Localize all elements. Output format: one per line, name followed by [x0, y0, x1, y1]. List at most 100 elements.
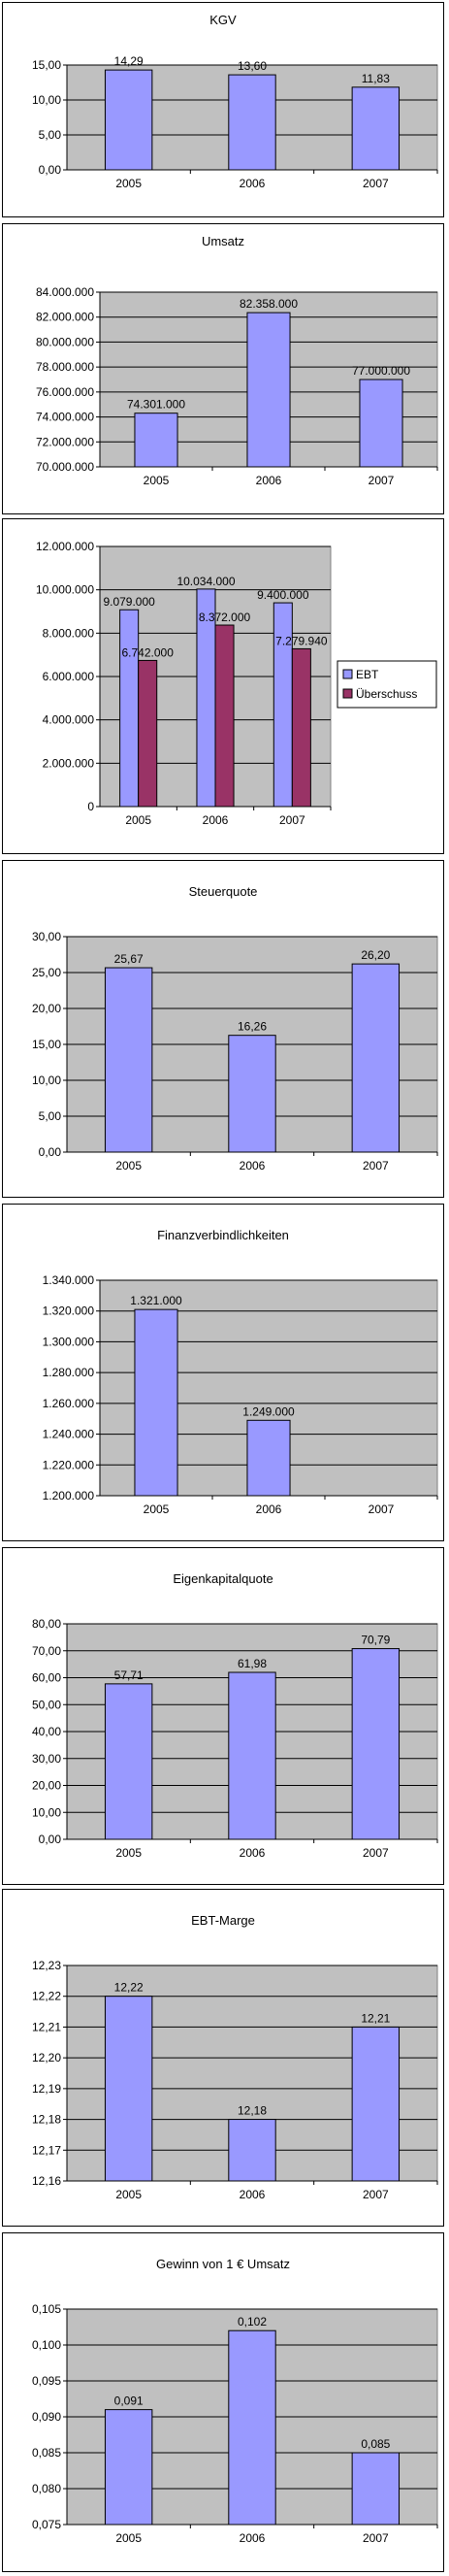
- bar: [104, 69, 153, 171]
- x-tick-label: 2006: [240, 2188, 266, 2201]
- chart-title: EBT-Marge: [191, 1913, 255, 1928]
- x-tick-label: 2005: [115, 2531, 142, 2545]
- y-tick-label: 12,17: [32, 2143, 61, 2157]
- chart-panel-ebt-marge: 12,16 12,17 12,18 12,19 12,20 12,21 12,22 12,23…: [2, 1889, 444, 2227]
- chart-title: Finanzverbindlichkeiten: [157, 1228, 289, 1242]
- y-tick-label: 0,105: [32, 2302, 61, 2316]
- chart-svg: 0,00 5,00 10,00 15,00 20,00 25,00 30,00 Steuerq…: [32, 884, 438, 1172]
- y-tick-label: 12,23: [32, 1959, 61, 1972]
- x-tick-label: 2006: [240, 1846, 266, 1860]
- y-tick-label: 12,22: [32, 1990, 61, 2003]
- y-tick-label: 6.000.000: [43, 670, 95, 683]
- y-tick-label: 0,095: [32, 2374, 61, 2388]
- y-tick-label: 10.000.000: [36, 583, 94, 597]
- data-label: 74.301.000: [127, 398, 185, 412]
- y-tick-label: 1.200.000: [43, 1489, 95, 1503]
- x-tick-label: 2006: [256, 1503, 282, 1516]
- x-tick-label: 2005: [115, 1159, 142, 1172]
- y-tick-label: 10,00: [32, 1805, 61, 1819]
- data-label: 26,20: [361, 948, 390, 962]
- y-tick-label: 0,00: [39, 1145, 62, 1159]
- y-tick-label: 20,00: [32, 1002, 61, 1015]
- y-tick-label: 0,00: [39, 163, 62, 177]
- legend: [337, 660, 437, 709]
- bar: [359, 379, 403, 468]
- data-label: 1.321.000: [130, 1294, 182, 1307]
- y-tick-label: 10,00: [32, 1073, 61, 1087]
- y-tick-label: 12,18: [32, 2113, 61, 2127]
- y-tick-label: 1.220.000: [43, 1458, 95, 1471]
- data-label: 0,091: [114, 2394, 144, 2408]
- x-tick-label: 2006: [256, 474, 282, 487]
- chart-panel-ebt-ueberschuss: 0 2.000.000 4.000.000 6.000.000 8.000.000 10.…: [2, 518, 444, 854]
- x-tick-label: 2007: [363, 2531, 389, 2545]
- chart-svg: 0,075 0,080 0,085 0,090 0,095 0,100 0,105 Gewin…: [32, 2257, 438, 2545]
- bar: [246, 1419, 291, 1497]
- data-label: 7.279.940: [275, 634, 328, 647]
- data-label: 12,21: [361, 2011, 390, 2025]
- x-tick-label: 2005: [115, 2188, 142, 2201]
- chart-title: Steuerquote: [189, 884, 258, 899]
- legend-swatch: [342, 688, 353, 699]
- data-label: 12,18: [238, 2104, 267, 2118]
- y-tick-label: 30,00: [32, 1752, 61, 1766]
- x-tick-label: 2006: [240, 1159, 266, 1172]
- x-tick-label: 2007: [363, 2188, 389, 2201]
- y-tick-label: 12,19: [32, 2082, 61, 2096]
- bar-ebt: [119, 609, 140, 808]
- chart-svg: 12,16 12,17 12,18 12,19 12,20 12,21 12,22 12,23…: [32, 1913, 438, 2201]
- x-tick-label: 2005: [144, 474, 170, 487]
- bar: [228, 74, 276, 171]
- data-label: 12,22: [114, 1981, 144, 1995]
- bar: [104, 1683, 153, 1840]
- bar-berschuss: [291, 647, 311, 808]
- y-tick-label: 1.280.000: [43, 1366, 95, 1379]
- y-tick-label: 30,00: [32, 930, 61, 943]
- chart-title: Eigenkapitalquote: [173, 1571, 273, 1586]
- data-label: 1.249.000: [242, 1404, 295, 1418]
- bar: [134, 413, 178, 468]
- y-tick-label: 15,00: [32, 58, 61, 72]
- y-tick-label: 0,075: [32, 2518, 61, 2531]
- data-label: 82.358.000: [240, 297, 298, 311]
- x-tick-label: 2007: [369, 1503, 395, 1516]
- y-tick-label: 10,00: [32, 93, 61, 107]
- y-tick-label: 78.000.000: [36, 360, 94, 374]
- bar-berschuss: [138, 659, 158, 808]
- bar: [104, 967, 153, 1153]
- y-tick-label: 25,00: [32, 966, 61, 979]
- y-tick-label: 0: [87, 800, 94, 813]
- chart-title: KGV: [209, 13, 237, 27]
- bar: [228, 2329, 276, 2526]
- data-label: 9.079.000: [103, 595, 155, 609]
- data-label: 11,83: [362, 72, 390, 85]
- y-tick-label: 80.000.000: [36, 335, 94, 348]
- y-tick-label: 1.240.000: [43, 1428, 95, 1441]
- y-tick-label: 76.000.000: [36, 385, 94, 399]
- y-tick-label: 8.000.000: [43, 626, 95, 640]
- y-tick-label: 60,00: [32, 1671, 61, 1685]
- y-tick-label: 12.000.000: [36, 540, 94, 553]
- y-tick-label: 80,00: [32, 1617, 61, 1631]
- y-tick-label: 1.300.000: [43, 1335, 95, 1348]
- chart-panel-umsatz: 70.000.000 72.000.000 74.000.000 76.000.000…: [2, 223, 444, 514]
- chart-svg: 1.200.000 1.220.000 1.240.000 1.260.000 1.28…: [43, 1228, 438, 1516]
- x-tick-label: 2005: [125, 813, 151, 827]
- y-tick-label: 12,21: [32, 2020, 61, 2033]
- data-label: 77.000.000: [352, 364, 410, 378]
- x-tick-label: 2005: [144, 1503, 170, 1516]
- chart-svg: 70.000.000 72.000.000 74.000.000 76.000.000…: [36, 234, 438, 487]
- data-label: 70,79: [361, 1634, 390, 1647]
- x-tick-label: 2007: [363, 1159, 389, 1172]
- chart-panel-kgv: 0,00 5,00 10,00 15,00 KGV 2005 2006 2007 14,29 13…: [2, 2, 444, 217]
- y-tick-label: 72.000.000: [36, 435, 94, 448]
- x-tick-label: 2007: [279, 813, 305, 827]
- data-label: 61,98: [238, 1657, 267, 1670]
- bar: [104, 1996, 153, 2182]
- bar-berschuss: [214, 624, 235, 808]
- y-tick-label: 82.000.000: [36, 311, 94, 324]
- y-tick-label: 4.000.000: [43, 713, 95, 727]
- data-label: 0,085: [361, 2437, 390, 2451]
- y-tick-label: 70,00: [32, 1644, 61, 1658]
- data-label: 10.034.000: [176, 575, 235, 588]
